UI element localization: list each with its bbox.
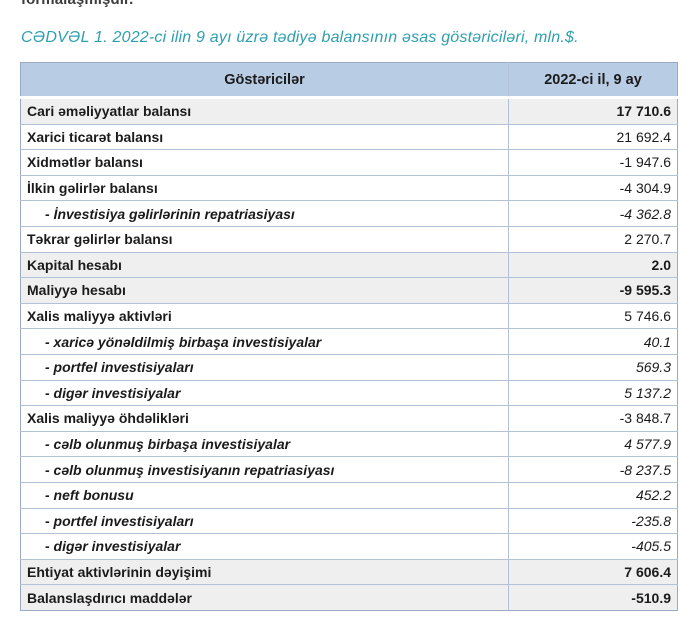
row-label: Xarici ticarət balansı — [20, 123, 509, 151]
row-label: - neft bonusu — [20, 481, 509, 509]
row-label: Xalis maliyyə öhdəlikləri — [20, 405, 509, 432]
row-value: 17 710.6 — [508, 97, 678, 125]
row-label: Kapital hesabı — [20, 251, 509, 279]
row-label: - digər investisiyalar — [20, 533, 509, 560]
row-value: 21 692.4 — [508, 123, 678, 151]
table-row: Maliyyə hesabı -9 595.3 — [20, 277, 678, 304]
row-label: - cəlb olunmuş birbaşa investisiyalar — [20, 430, 509, 458]
table-row: - portfel investisiyaları -235.8 — [20, 507, 678, 535]
row-value: 5 746.6 — [508, 302, 678, 330]
table-row: İlkin gəlirlər balansı -4 304.9 — [20, 174, 678, 202]
row-value: 4 577.9 — [508, 430, 678, 458]
row-value: -4 304.9 — [508, 174, 678, 202]
row-value: 452.2 — [508, 481, 678, 509]
row-value: -510.9 — [508, 584, 678, 611]
table-row: Ehtiyat aktivlərinin dəyişimi 7 606.4 — [20, 558, 678, 586]
row-value: 2 270.7 — [508, 225, 678, 253]
balance-of-payments-table: Göstəricilər 2022-ci il, 9 ay Cari əməli… — [20, 62, 678, 611]
row-label: - portfel investisiyaları — [20, 353, 509, 381]
row-value: -1 947.6 — [508, 149, 678, 176]
row-label: - cəlb olunmuş investisiyanın repatriasi… — [20, 456, 509, 483]
row-label: Ehtiyat aktivlərinin dəyişimi — [20, 558, 509, 586]
column-header-period: 2022-ci il, 9 ay — [508, 62, 678, 99]
table-row: Xalis maliyyə öhdəlikləri -3 848.7 — [20, 405, 678, 432]
row-label: Balanslaşdırıcı maddələr — [20, 584, 509, 611]
table-row: Balanslaşdırıcı maddələr -510.9 — [20, 584, 678, 611]
row-label: Maliyyə hesabı — [20, 277, 509, 304]
row-label: - İnvestisiya gəlirlərinin repatriasiyas… — [20, 200, 509, 227]
table-row: - cəlb olunmuş birbaşa investisiyalar 4 5… — [20, 430, 678, 458]
table-body: Cari əməliyyatlar balansı 17 710.6 Xarici … — [20, 97, 678, 611]
row-label: Xidmətlər balansı — [20, 149, 509, 176]
table-row: - neft bonusu 452.2 — [20, 481, 678, 509]
row-label: Xalis maliyyə aktivləri — [20, 302, 509, 330]
row-value: 40.1 — [508, 328, 678, 355]
clipped-paragraph-text: formalaşmışdır. — [21, 0, 697, 10]
row-value: -405.5 — [508, 533, 678, 560]
row-label: Cari əməliyyatlar balansı — [20, 97, 509, 125]
row-label: - digər investisiyalar — [20, 379, 509, 407]
table-row: - digər investisiyalar -405.5 — [20, 533, 678, 560]
column-header-indicators: Göstəricilər — [20, 62, 509, 99]
row-value: -9 595.3 — [508, 277, 678, 304]
table-row: Kapital hesabı 2.0 — [20, 251, 678, 279]
table-row: Xidmətlər balansı -1 947.6 — [20, 149, 678, 176]
table-row: Xalis maliyyə aktivləri 5 746.6 — [20, 302, 678, 330]
table-row: - İnvestisiya gəlirlərinin repatriasiyas… — [20, 200, 678, 227]
row-value: -4 362.8 — [508, 200, 678, 227]
row-label: İlkin gəlirlər balansı — [20, 174, 509, 202]
row-value: 2.0 — [508, 251, 678, 279]
table-row: - portfel investisiyaları 569.3 — [20, 353, 678, 381]
header-row: Göstəricilər 2022-ci il, 9 ay — [20, 62, 678, 99]
row-label: Təkrar gəlirlər balansı — [20, 225, 509, 253]
row-label: - xaricə yönəldilmiş birbaşa investisiya… — [20, 328, 509, 355]
row-value: -3 848.7 — [508, 405, 678, 432]
table-row: Xarici ticarət balansı 21 692.4 — [20, 123, 678, 151]
row-value: 5 137.2 — [508, 379, 678, 407]
table-row: - cəlb olunmuş investisiyanın repatriasi… — [20, 456, 678, 483]
table-caption: CƏDVƏL 1. 2022-ci ilin 9 ayı üzrə tədiyə… — [21, 29, 579, 46]
table-header: Göstəricilər 2022-ci il, 9 ay — [20, 62, 678, 99]
table-row: Cari əməliyyatlar balansı 17 710.6 — [20, 97, 678, 125]
row-value: 7 606.4 — [508, 558, 678, 586]
row-value: 569.3 — [508, 353, 678, 381]
table-row: - digər investisiyalar 5 137.2 — [20, 379, 678, 407]
row-value: -235.8 — [508, 507, 678, 535]
row-label: - portfel investisiyaları — [20, 507, 509, 535]
table-row: Təkrar gəlirlər balansı 2 270.7 — [20, 225, 678, 253]
row-value: -8 237.5 — [508, 456, 678, 483]
table-row: - xaricə yönəldilmiş birbaşa investisiya… — [20, 328, 678, 355]
